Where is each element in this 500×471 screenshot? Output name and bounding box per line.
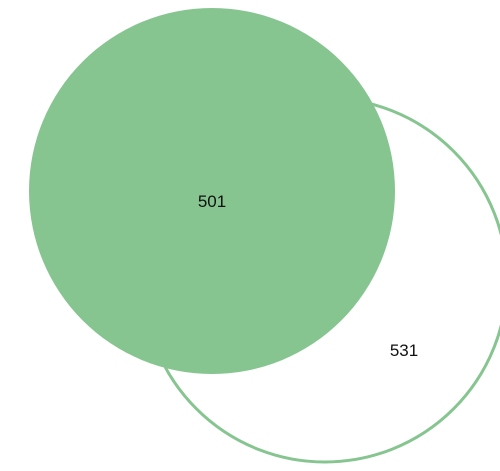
venn-label-outline: 531	[390, 341, 418, 360]
venn-circle-filled	[29, 8, 395, 374]
venn-label-filled: 501	[198, 192, 226, 211]
